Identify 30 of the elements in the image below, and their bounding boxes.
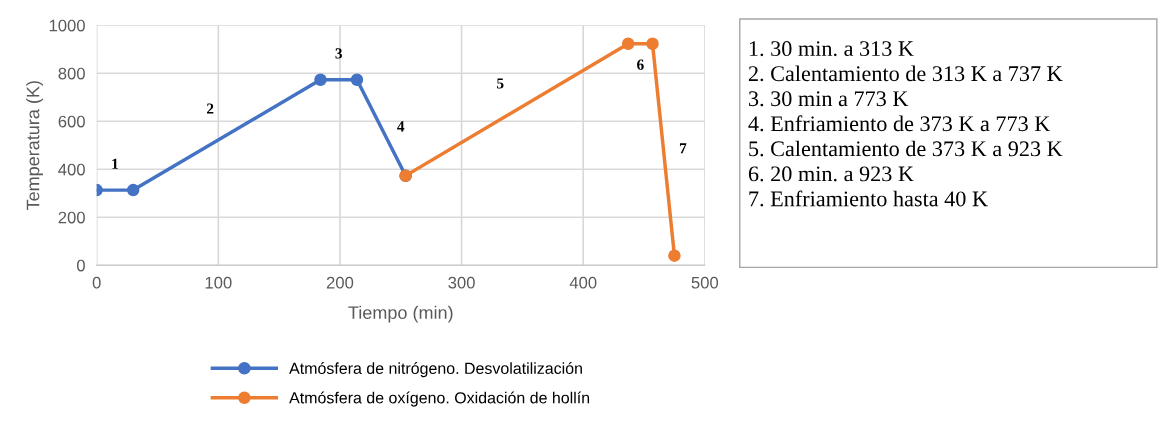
y-tick-label: 200: [58, 211, 85, 224]
annotation: 4: [397, 121, 405, 132]
x-tick-label: 500: [691, 276, 719, 289]
legend-label: Atmósfera de oxígeno. Oxidación de hollín: [289, 391, 590, 407]
annotation: 1: [112, 158, 118, 169]
x-tick-label: 0: [92, 276, 101, 289]
x-axis-title: Tiempo (min): [348, 305, 453, 323]
text: 3. 30 min a 773 K: [748, 91, 909, 107]
y-tick-label: 400: [58, 163, 85, 176]
annotation: 7: [679, 143, 687, 154]
text: 1. 30 min. a 313 K: [749, 41, 914, 57]
y-tick-label: 0: [76, 259, 85, 272]
x-tick-label: 400: [569, 276, 597, 289]
text: 7. Enfriamiento hasta 40 K: [749, 190, 988, 207]
annotation: 6: [637, 59, 644, 70]
legend-label: Atmósfera de nitrógeno. Desvolatilización: [289, 362, 582, 378]
annotation: 5: [497, 78, 504, 89]
text: 6. 20 min. a 923 K: [748, 166, 914, 182]
x-tick-label: 300: [448, 276, 475, 289]
y-tick-label: 1000: [49, 19, 85, 32]
annotation: 2: [206, 103, 214, 114]
y-tick-label: 800: [58, 67, 85, 80]
y-axis-title: Temperatura (K): [26, 81, 43, 211]
annotation: 3: [335, 48, 343, 59]
text: 5. Calentamiento de 373 K a 923 K: [749, 140, 1063, 157]
y-tick-label: 600: [58, 115, 85, 128]
text: 4. Enfriamiento de 373 K a 773 K: [748, 115, 1051, 132]
x-tick-label: 200: [326, 276, 354, 289]
text: 2. Calentamiento de 313 K a 737 K: [748, 65, 1063, 82]
x-tick-label: 100: [205, 276, 232, 289]
